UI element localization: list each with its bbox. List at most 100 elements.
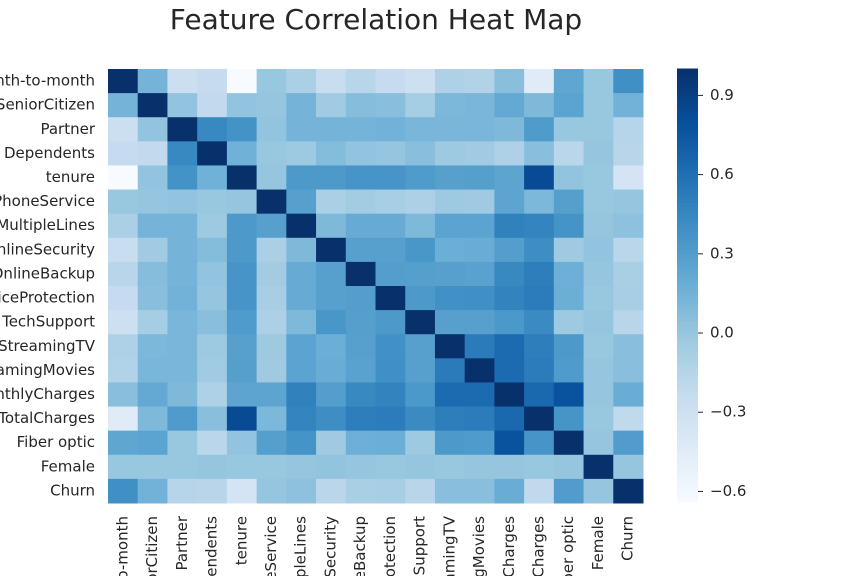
heatmap-cell (375, 430, 406, 456)
heatmap-cell (434, 358, 466, 383)
heatmap-cell (137, 261, 168, 287)
heatmap-cell (137, 454, 168, 480)
heatmap-cell (583, 261, 614, 287)
x-tick-label: DeviceProtection (381, 516, 399, 576)
heatmap-cell (553, 382, 585, 408)
colorbar-segment (677, 252, 698, 258)
y-tick-label: StreamingTV (0, 337, 96, 355)
colorbar-segment (677, 461, 698, 467)
colorbar-segment (677, 425, 698, 431)
colorbar-segment (677, 303, 698, 308)
y-tick-label: MonthlyCharges (0, 385, 95, 403)
colorbar-segment (677, 220, 698, 225)
heatmap-cell (167, 165, 198, 191)
x-tick-label: Churn (619, 516, 637, 561)
heatmap-cell (583, 165, 614, 191)
x-tick-label: StreamingTV (440, 515, 458, 576)
heatmap-cell (197, 478, 228, 504)
heatmap-cell (405, 334, 436, 359)
heatmap-cell (494, 334, 525, 359)
heatmap-cell (256, 69, 287, 94)
colorbar-segment (677, 400, 698, 406)
heatmap-cell (345, 237, 376, 263)
heatmap-cell (167, 237, 198, 263)
colorbar-segment (677, 183, 698, 189)
heatmap-cell (345, 382, 376, 408)
heatmap-cell (464, 261, 495, 287)
heatmap-cell (405, 237, 436, 263)
colorbar-segment (677, 129, 698, 135)
heatmap-cell (524, 141, 555, 166)
colorbar-segment (677, 79, 698, 84)
heatmap-cell (345, 478, 376, 504)
y-tick-label: Partner (40, 120, 95, 138)
heatmap-cell (375, 165, 406, 191)
chart-title: Feature Correlation Heat Map (170, 3, 582, 36)
colorbar-segment (677, 494, 698, 499)
heatmap-cell (316, 334, 347, 359)
heatmap-cell (524, 358, 555, 383)
heatmap-cell (226, 93, 258, 118)
heatmap-cell (375, 141, 406, 166)
heatmap-cell (464, 334, 495, 359)
heatmap-cell (434, 334, 466, 359)
heatmap-cell (434, 454, 466, 480)
colorbar-segment (677, 82, 698, 88)
heatmap-cell (167, 358, 198, 383)
heatmap-cell (613, 358, 644, 383)
heatmap-cell (583, 286, 614, 311)
heatmap-cell (613, 117, 644, 142)
heatmap-cell (553, 430, 585, 456)
heatmap-cell (167, 117, 198, 142)
heatmap-cell (256, 261, 287, 287)
heatmap-cell (375, 261, 406, 287)
colorbar-tick-label: −0.6 (710, 482, 746, 500)
heatmap-cell (553, 117, 585, 142)
heatmap-cell (583, 189, 614, 215)
colorbar-segment (677, 396, 698, 402)
heatmap-cell (286, 69, 317, 94)
heatmap-cell (137, 141, 168, 166)
heatmap-cell (226, 261, 258, 287)
heatmap-cell (256, 117, 287, 142)
heatmap-cell (197, 454, 228, 480)
heatmap-cell (434, 237, 466, 263)
heatmap-cell (553, 69, 585, 94)
colorbar-segment (677, 209, 698, 214)
y-tick-label: MultipleLines (0, 216, 95, 234)
colorbar-tick-label: 0.9 (710, 86, 734, 104)
heatmap-cell (167, 189, 198, 215)
colorbar-segment (677, 353, 698, 359)
heatmap-cell (583, 117, 614, 142)
colorbar-segment (677, 483, 698, 489)
heatmap-cell (434, 69, 466, 94)
heatmap-cell (256, 310, 287, 335)
colorbar-segment (677, 263, 698, 268)
heatmap-cell (197, 430, 228, 456)
heatmap-cell (434, 406, 466, 432)
heatmap-cell (524, 430, 555, 456)
heatmap-cell (375, 454, 406, 480)
heatmap-cell (316, 454, 347, 480)
heatmap-cell (316, 141, 347, 166)
heatmap-cell (494, 261, 525, 287)
heatmap-cell (197, 261, 228, 287)
heatmap-cell (167, 478, 198, 504)
colorbar-segment (677, 147, 698, 153)
heatmap-cell (316, 117, 347, 142)
heatmap-cell (316, 189, 347, 215)
colorbar-segment (677, 198, 698, 204)
colorbar-segment (677, 432, 698, 438)
x-tick-label: OnlineBackup (351, 516, 369, 576)
colorbar-segment (677, 367, 698, 373)
colorbar-segment (677, 158, 698, 164)
colorbar-segment (677, 360, 698, 366)
heatmap-cell (434, 261, 466, 287)
colorbar-tick-label: −0.3 (710, 403, 746, 421)
heatmap-cell (464, 430, 495, 456)
heatmap-cell (316, 237, 347, 263)
heatmap-cell (137, 406, 168, 432)
heatmap-cell (434, 382, 466, 408)
heatmap-cell (613, 286, 644, 311)
heatmap-cell (434, 286, 466, 311)
